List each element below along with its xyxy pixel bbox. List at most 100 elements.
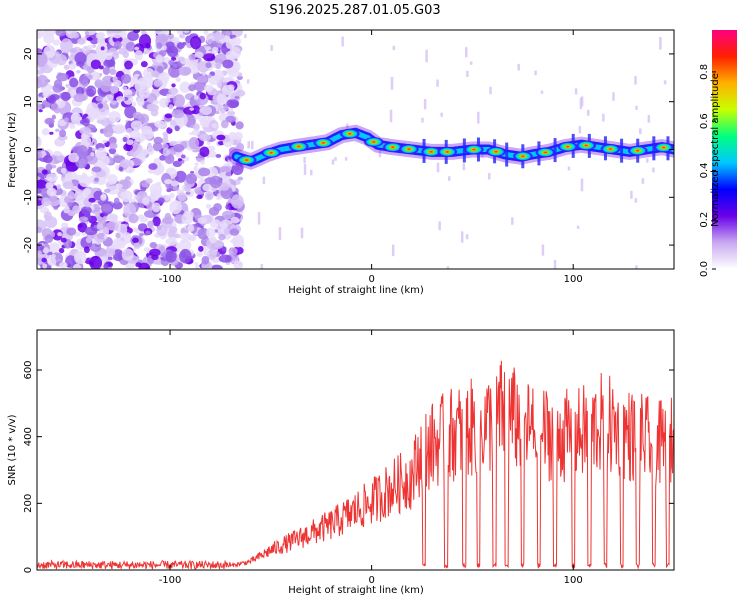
noise-blob xyxy=(183,106,196,115)
noise-blob xyxy=(200,160,205,165)
noise-blob xyxy=(211,123,218,129)
noise-streak xyxy=(663,80,667,85)
ridge-blob xyxy=(627,145,648,156)
noise-blob xyxy=(169,94,175,99)
noise-streak xyxy=(244,34,247,39)
noise-blob xyxy=(106,213,118,222)
noise-blob xyxy=(80,133,88,140)
noise-blob xyxy=(155,33,169,43)
noise-blob xyxy=(140,148,149,156)
noise-blob xyxy=(126,127,133,134)
spectrogram-noise xyxy=(37,30,667,269)
noise-blob xyxy=(132,237,139,244)
noise-blob xyxy=(205,203,212,209)
noise-blob xyxy=(153,79,163,87)
noise-blob xyxy=(83,188,92,196)
noise-blob xyxy=(166,46,179,58)
noise-blob xyxy=(223,104,229,111)
noise-streak xyxy=(541,244,545,256)
noise-blob xyxy=(208,206,220,216)
spectrogram-x-tick-label: 100 xyxy=(564,274,583,285)
noise-blob xyxy=(179,248,192,264)
noise-blob xyxy=(88,197,96,203)
noise-streak xyxy=(421,117,424,123)
noise-blob xyxy=(117,223,128,235)
noise-blob xyxy=(164,113,173,119)
noise-blob xyxy=(47,256,57,267)
noise-blob xyxy=(131,227,138,232)
noise-blob xyxy=(86,88,95,96)
noise-blob xyxy=(76,70,81,74)
noise-blob xyxy=(157,197,165,204)
noise-blob xyxy=(190,170,195,174)
noise-blob xyxy=(71,32,80,39)
noise-blob xyxy=(68,152,80,163)
snr-x-tick-label: -100 xyxy=(159,575,182,586)
noise-blob xyxy=(103,188,111,193)
noise-blob xyxy=(171,109,185,119)
noise-streak xyxy=(378,146,382,158)
noise-blob xyxy=(67,191,75,200)
spectrogram-y-tick-label: 0 xyxy=(23,146,34,152)
noise-blob xyxy=(103,234,108,240)
noise-blob xyxy=(159,155,167,161)
spectrogram-ridge xyxy=(228,124,674,170)
noise-blob xyxy=(165,41,175,48)
spectrogram-x-ticks: -100 0 100 xyxy=(159,30,583,285)
colorbar-ticks: 0.0 0.2 0.4 0.6 0.8 xyxy=(699,64,716,277)
noise-blob xyxy=(90,59,101,70)
noise-streak xyxy=(635,265,638,269)
noise-blob xyxy=(120,73,132,84)
noise-blob xyxy=(52,84,64,93)
noise-blob xyxy=(109,85,119,94)
noise-streak xyxy=(460,231,464,243)
noise-blob xyxy=(112,201,123,210)
noise-blob xyxy=(65,83,70,88)
noise-blob xyxy=(37,226,43,233)
noise-blob xyxy=(167,33,175,40)
noise-blob xyxy=(86,37,93,41)
noise-blob xyxy=(37,30,44,39)
noise-blob xyxy=(147,142,152,148)
noise-blob xyxy=(44,234,54,244)
noise-blob xyxy=(108,136,117,145)
noise-blob xyxy=(199,117,209,127)
noise-blob xyxy=(134,50,144,61)
noise-streak xyxy=(488,172,491,180)
noise-blob xyxy=(56,184,62,190)
noise-streak xyxy=(641,178,645,184)
noise-blob xyxy=(122,136,128,143)
noise-blob xyxy=(120,191,128,199)
noise-blob xyxy=(123,202,137,218)
noise-blob xyxy=(188,137,200,150)
noise-blob xyxy=(60,38,73,54)
noise-blob xyxy=(48,195,58,202)
noise-blob xyxy=(102,66,110,75)
noise-blob xyxy=(55,30,67,37)
noise-blob xyxy=(151,70,160,78)
noise-blob xyxy=(65,255,77,268)
snr-frame xyxy=(36,329,675,571)
noise-blob xyxy=(112,76,118,82)
noise-streak xyxy=(257,212,261,225)
noise-blob xyxy=(124,60,134,70)
noise-blob xyxy=(96,223,104,230)
noise-streak xyxy=(303,156,306,164)
noise-streak xyxy=(251,140,254,150)
noise-streak xyxy=(448,176,451,181)
noise-blob xyxy=(107,174,118,185)
noise-blob xyxy=(216,93,228,106)
ridge-spike xyxy=(505,142,509,167)
noise-blob xyxy=(164,179,173,185)
ridge-blob xyxy=(437,146,458,157)
noise-blob xyxy=(79,127,92,135)
noise-blob xyxy=(155,54,164,64)
noise-blob xyxy=(210,75,219,81)
noise-blob xyxy=(229,228,240,236)
noise-blob xyxy=(233,260,244,269)
noise-blob xyxy=(168,104,174,110)
spectrogram-y-ticks: -20 -10 0 10 20 xyxy=(23,48,674,253)
noise-blob xyxy=(231,162,237,166)
noise-blob xyxy=(51,114,57,120)
noise-blob xyxy=(61,222,69,228)
